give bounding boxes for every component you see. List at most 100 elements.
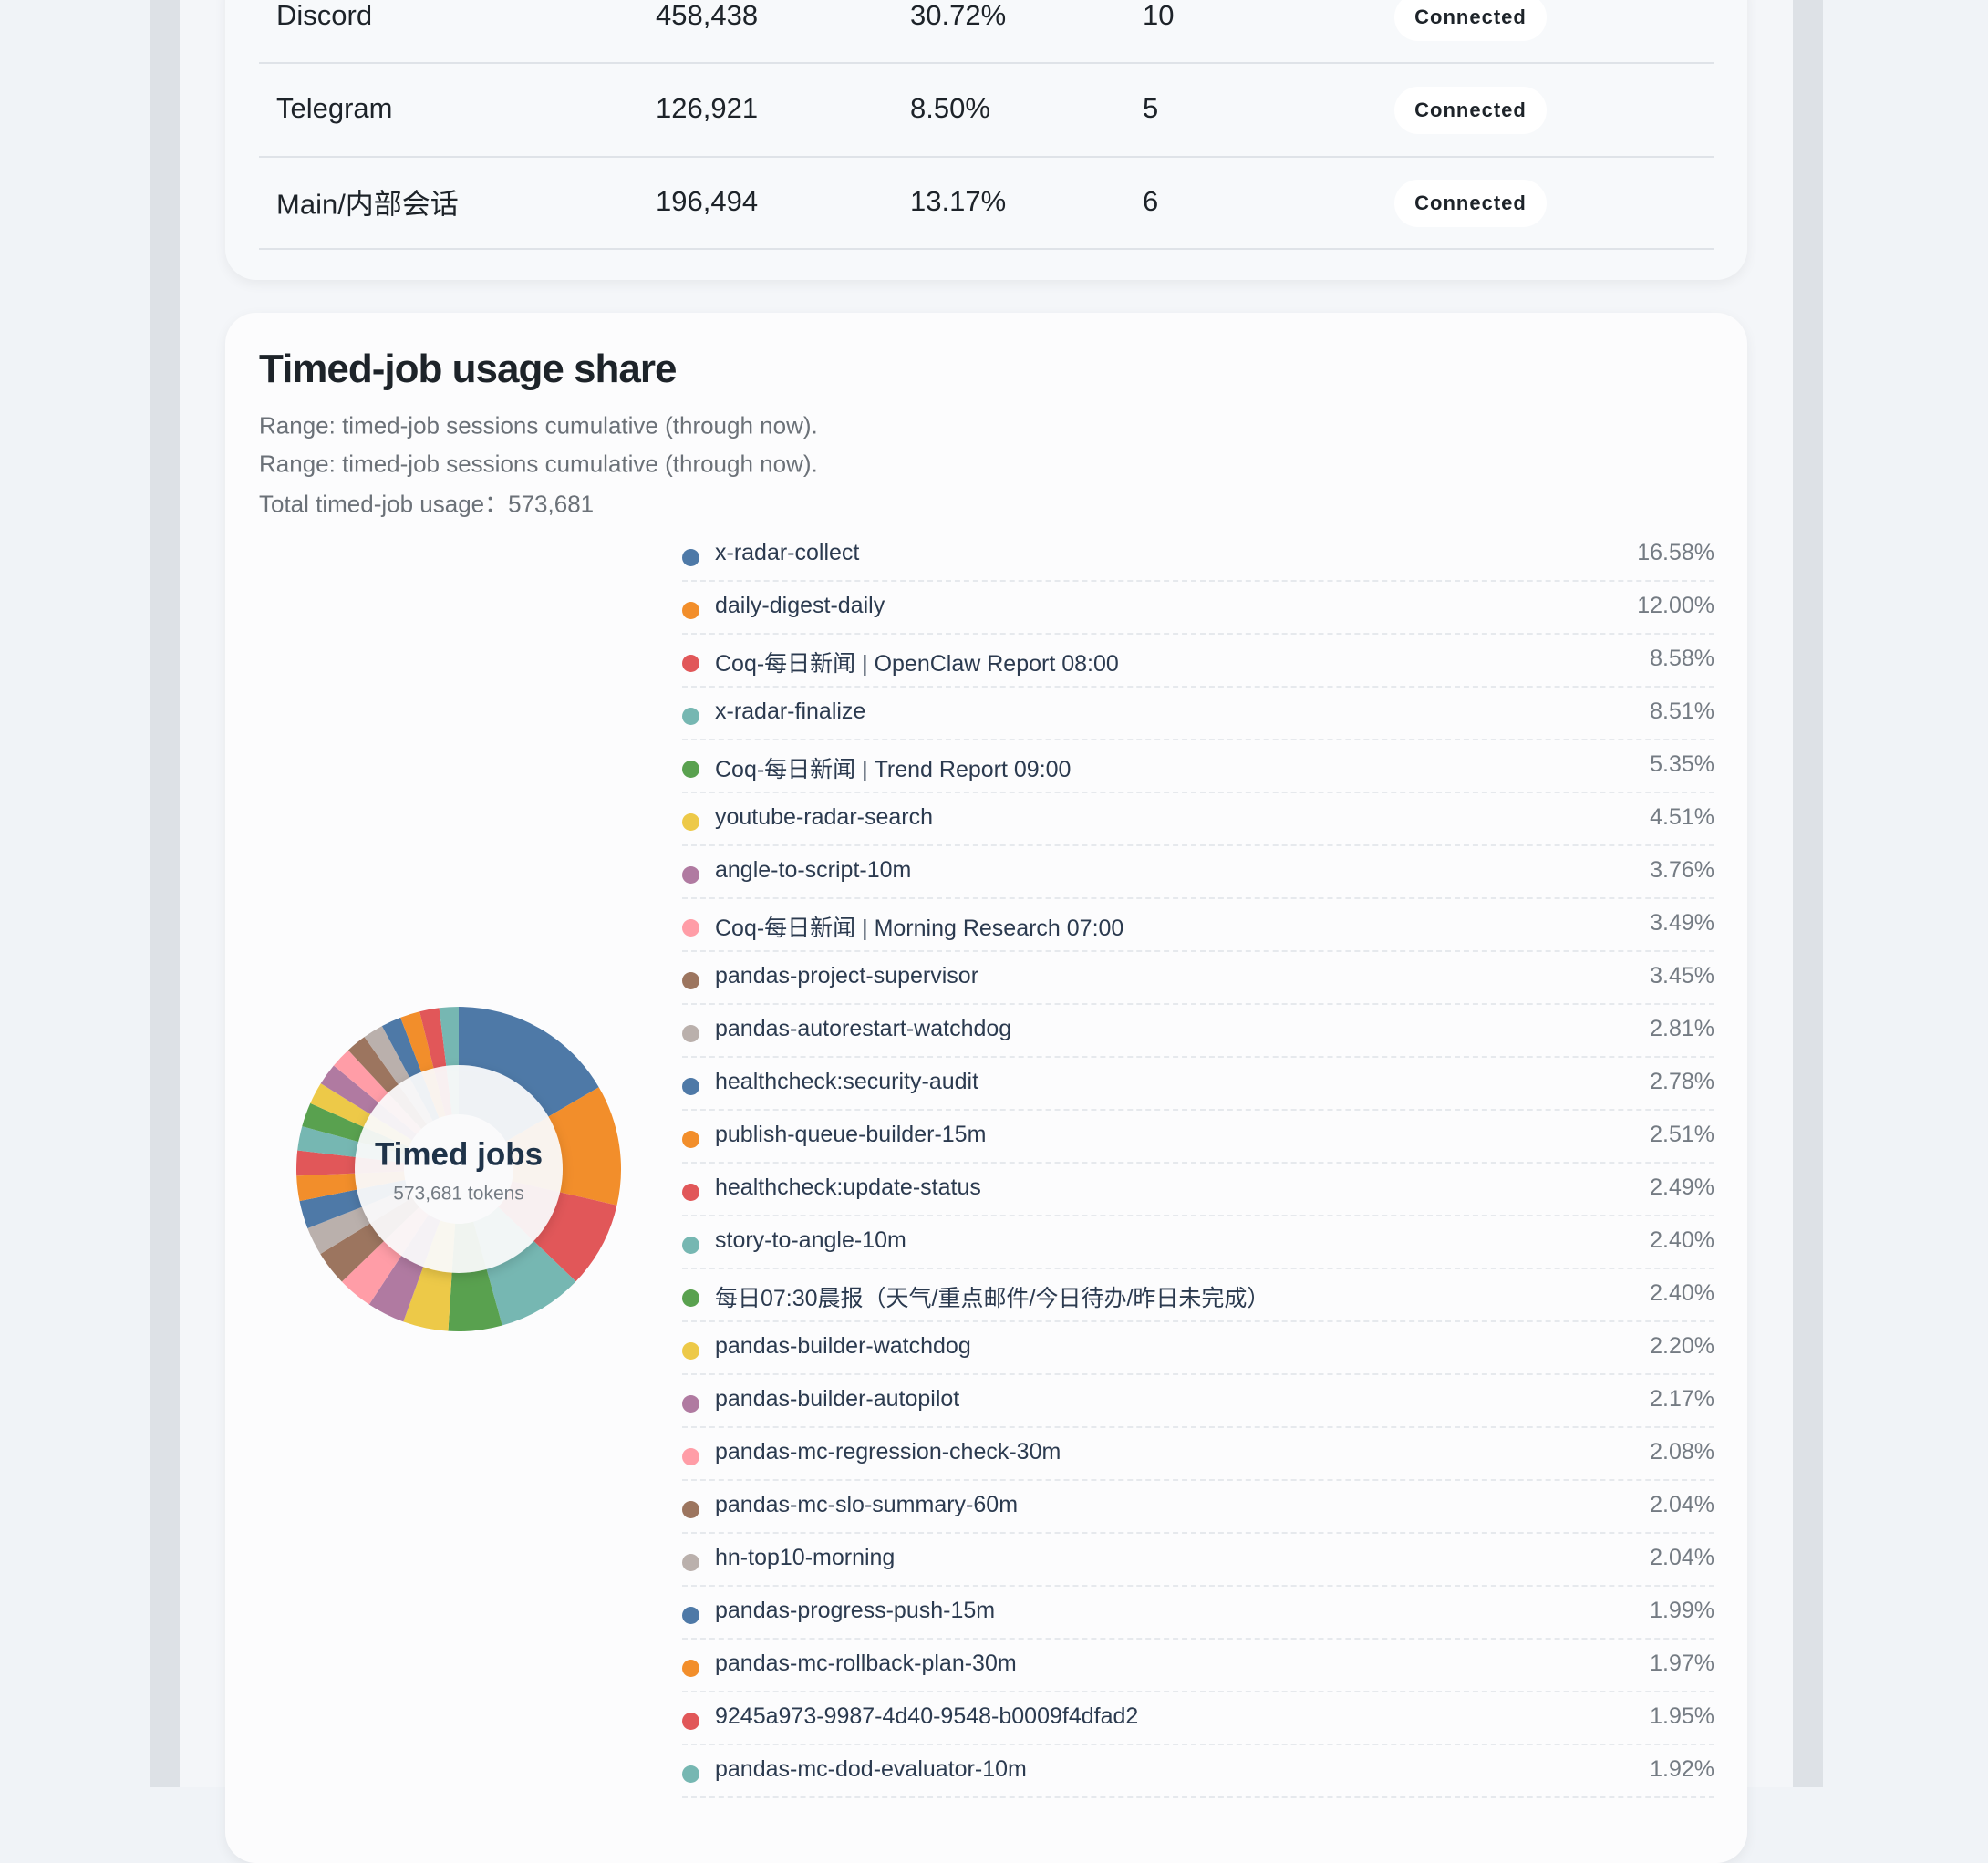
legend-item: pandas-autorestart-watchdog 2.81% — [682, 1005, 1714, 1058]
legend-item: daily-digest-daily 12.00% — [682, 582, 1714, 635]
legend-name: pandas-builder-watchdog — [715, 1333, 971, 1359]
legend-dot — [682, 1131, 699, 1148]
legend-dot — [682, 1289, 699, 1307]
range-note: Total timed-job usage：573,681 — [259, 490, 595, 518]
status-badge: Connected — [1394, 0, 1547, 41]
donut-center-title: Timed jobs — [375, 1136, 543, 1172]
legend-name: story-to-angle-10m — [715, 1227, 906, 1253]
legend-item: pandas-project-supervisor 3.45% — [682, 952, 1714, 1005]
legend-item: healthcheck:security-audit 2.78% — [682, 1058, 1714, 1111]
legend-dot — [682, 708, 699, 725]
table-cell: Discord — [276, 0, 373, 31]
legend-dot — [682, 1395, 699, 1413]
legend-value: 3.76% — [1650, 857, 1714, 883]
legend-name: hn-top10-morning — [715, 1545, 896, 1570]
legend-name: healthcheck:security-audit — [715, 1069, 979, 1094]
legend-name: healthcheck:update-status — [715, 1175, 981, 1200]
table-cell: 30.72% — [910, 0, 1007, 31]
legend-name: Coq-每日新闻 | Morning Research 07:00 — [715, 916, 1124, 941]
range-note: Range: timed-job sessions cumulative (th… — [259, 411, 818, 440]
side-strip — [150, 0, 180, 1787]
legend-item: 9245a973-9987-4d40-9548-b0009f4dfad2 1.95… — [682, 1692, 1714, 1745]
legend-dot — [682, 1237, 699, 1254]
legend-item: story-to-angle-10m 2.40% — [682, 1216, 1714, 1269]
legend-value: 8.51% — [1650, 699, 1714, 724]
table-cell: 13.17% — [910, 185, 1007, 217]
legend-dot — [682, 972, 699, 989]
row-divider — [259, 248, 1714, 250]
legend-value: 5.35% — [1650, 751, 1714, 777]
legend-dot — [682, 1342, 699, 1360]
section-title: Timed-job usage share — [259, 347, 677, 391]
legend-value: 2.08% — [1650, 1439, 1714, 1465]
legend-name: publish-queue-builder-15m — [715, 1122, 987, 1147]
content: Timed-job usage share Timed jobs 573,681… — [259, 0, 1714, 1798]
legend-value: 2.20% — [1650, 1333, 1714, 1359]
table-cell: 6 — [1143, 185, 1159, 217]
legend-value: 2.04% — [1650, 1545, 1714, 1570]
donut-hole — [355, 1065, 563, 1273]
range-note: Range: timed-job sessions cumulative (th… — [259, 450, 818, 478]
legend-dot — [682, 1554, 699, 1571]
table-cell: Telegram — [276, 92, 393, 124]
legend-dot — [682, 1660, 699, 1677]
table-cell: Main/内部会话 — [276, 188, 459, 221]
table-cell: 5 — [1143, 92, 1159, 124]
legend-name: youtube-radar-search — [715, 804, 934, 830]
legend-item: publish-queue-builder-15m 2.51% — [682, 1111, 1714, 1164]
legend-value: 12.00% — [1637, 593, 1714, 618]
legend-dot — [682, 1448, 699, 1465]
table-cell: 458,438 — [656, 0, 759, 31]
row-divider — [259, 156, 1714, 158]
legend-value: 1.92% — [1650, 1756, 1714, 1782]
legend-dot — [682, 1184, 699, 1201]
legend-item: youtube-radar-search 4.51% — [682, 793, 1714, 846]
legend-value: 2.78% — [1650, 1069, 1714, 1094]
legend-name: pandas-progress-push-15m — [715, 1598, 996, 1623]
table-cell: 196,494 — [656, 185, 759, 217]
legend-item: 每日07:30晨报（天气/重点邮件/今日待办/昨日未完成） 2.40% — [682, 1269, 1714, 1322]
legend-dot — [682, 1501, 699, 1518]
table-cell: 8.50% — [910, 92, 990, 124]
legend-dot — [682, 655, 699, 672]
legend-dot — [682, 1025, 699, 1042]
legend-value: 2.04% — [1650, 1492, 1714, 1517]
legend-value: 1.99% — [1650, 1598, 1714, 1623]
legend-name: 每日07:30晨报（天气/重点邮件/今日待办/昨日未完成） — [715, 1286, 1270, 1311]
legend-dot — [682, 1607, 699, 1624]
legend-name: x-radar-collect — [715, 540, 860, 565]
legend-value: 2.40% — [1650, 1280, 1714, 1306]
legend-value: 2.81% — [1650, 1016, 1714, 1041]
legend-dot — [682, 813, 699, 831]
legend-dot — [682, 1078, 699, 1095]
legend-item: pandas-builder-watchdog 2.20% — [682, 1322, 1714, 1375]
table-cell: 126,921 — [656, 92, 759, 124]
legend-name: Coq-每日新闻 | OpenClaw Report 08:00 — [715, 651, 1119, 677]
legend-name: pandas-builder-autopilot — [715, 1386, 960, 1412]
status-badge: Connected — [1394, 87, 1547, 134]
legend-item: hn-top10-morning 2.04% — [682, 1534, 1714, 1587]
legend-item: x-radar-collect 16.58% — [682, 529, 1714, 582]
legend-value: 3.45% — [1650, 963, 1714, 988]
legend-name: angle-to-script-10m — [715, 857, 912, 883]
legend-name: x-radar-finalize — [715, 699, 866, 724]
legend-value: 16.58% — [1637, 540, 1714, 565]
legend-dot — [682, 1713, 699, 1730]
legend-name: pandas-mc-slo-summary-60m — [715, 1492, 1019, 1517]
legend-item: Coq-每日新闻 | Trend Report 09:00 5.35% — [682, 740, 1714, 793]
legend-value: 2.49% — [1650, 1175, 1714, 1200]
page: Timed-job usage share Timed jobs 573,681… — [150, 0, 1823, 1863]
legend-item: x-radar-finalize 8.51% — [682, 688, 1714, 740]
legend-item: pandas-mc-slo-summary-60m 2.04% — [682, 1481, 1714, 1534]
legend-dot — [682, 602, 699, 619]
table-card — [225, 0, 1747, 280]
legend-value: 4.51% — [1650, 804, 1714, 830]
legend-name: pandas-project-supervisor — [715, 963, 979, 988]
donut-center-subtitle: 573,681 tokens — [393, 1184, 524, 1205]
legend-value: 3.49% — [1650, 910, 1714, 936]
legend-dot — [682, 919, 699, 937]
legend-dot — [682, 549, 699, 566]
legend-value: 2.40% — [1650, 1227, 1714, 1253]
row-divider — [259, 62, 1714, 64]
side-strip — [1793, 0, 1823, 1787]
